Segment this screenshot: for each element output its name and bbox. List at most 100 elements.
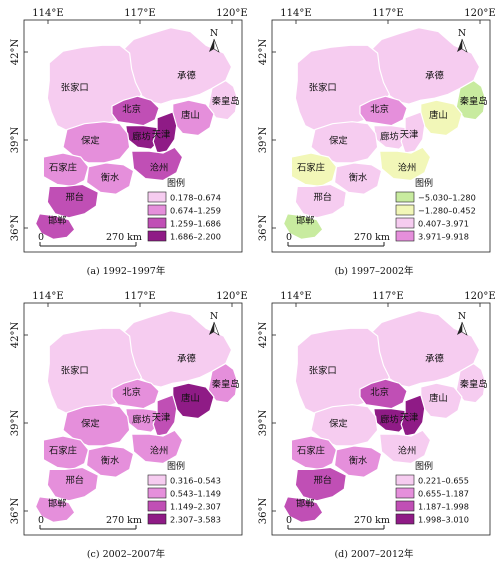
scale-zero: 0 <box>286 515 292 526</box>
scale-zero: 0 <box>286 232 292 243</box>
legend-swatch <box>147 191 167 203</box>
region-hs <box>333 162 383 195</box>
legend-label: 1.187–1.998 <box>418 502 469 512</box>
city-label-sjz: 石家庄 <box>297 445 325 457</box>
legend-label: −5.030–1.280 <box>418 193 476 203</box>
legend: 图例 0.221–0.655 0.655–1.187 1.187–1.998 1.998… <box>395 460 469 525</box>
legend-label: 3.971–9.918 <box>418 232 469 242</box>
city-label-tj: 天津 <box>152 129 171 140</box>
legend-swatch <box>395 513 415 525</box>
region-xt <box>294 466 347 502</box>
lon-label: 120°E <box>464 291 495 302</box>
legend-label: 1.149–2.307 <box>170 502 221 512</box>
region-cz <box>379 429 432 465</box>
legend: 图例 −5.030–1.280 −1.280–0.452 0.407–3.971 3.9… <box>395 177 476 242</box>
lon-label: 120°E <box>464 8 495 19</box>
legend-title: 图例 <box>415 460 433 472</box>
city-label-lf: 廊坊 <box>132 413 151 425</box>
lon-label: 120°E <box>216 291 247 302</box>
scale-km: 270 km <box>106 232 142 243</box>
region-bj <box>111 378 160 410</box>
lon-label: 117°E <box>124 291 155 302</box>
region-hd <box>282 496 324 523</box>
lat-label: 36°N <box>258 498 269 525</box>
lat-label: 36°N <box>10 498 21 525</box>
city-label-xt: 邢台 <box>65 474 84 486</box>
city-label-ts: 唐山 <box>429 392 448 404</box>
scale-bar: 0 270 km <box>286 515 390 530</box>
city-label-bd: 保定 <box>329 417 348 429</box>
city-label-zjk: 张家口 <box>61 81 89 93</box>
city-label-lf: 廊坊 <box>380 130 399 142</box>
scale-zero: 0 <box>38 515 44 526</box>
legend-label: 0.543–1.149 <box>170 489 221 499</box>
lat-label: 39°N <box>258 127 269 154</box>
city-label-hd: 邯郸 <box>296 498 315 510</box>
city-label-bj: 北京 <box>370 103 389 115</box>
lon-label: 114°E <box>32 291 63 302</box>
region-bj <box>359 95 408 127</box>
region-hs <box>333 445 383 478</box>
north-arrow-icon: N <box>457 28 468 53</box>
legend-label: 1.998–3.010 <box>418 515 469 525</box>
legend-label: 0.655–1.187 <box>418 489 469 499</box>
lat-label: 42°N <box>10 322 21 349</box>
legend-label: 0.221–0.655 <box>418 476 469 486</box>
legend-swatch <box>147 500 167 512</box>
legend-title: 图例 <box>415 177 433 189</box>
region-cz <box>379 146 432 182</box>
lon-label: 120°E <box>216 8 247 19</box>
lon-label: 117°E <box>124 8 155 19</box>
region-bj <box>359 378 408 410</box>
map-panel-d: 114°E 117°E 120°E 42°N 39°N 36°N 承德 张家口 北京 秦皇岛 唐山廊… <box>256 287 496 560</box>
legend-swatch <box>395 230 415 242</box>
legend-swatch <box>147 487 167 499</box>
city-label-ts: 唐山 <box>181 109 200 121</box>
scale-bar: 0 270 km <box>38 515 142 530</box>
city-label-qhd: 秦皇岛 <box>212 95 240 107</box>
city-label-hs: 衡水 <box>101 455 120 467</box>
city-label-sjz: 石家庄 <box>297 162 325 174</box>
city-label-hd: 邯郸 <box>296 215 315 227</box>
lon-label: 114°E <box>32 8 63 19</box>
region-hd <box>34 496 76 523</box>
legend-swatch <box>147 230 167 242</box>
map-panel-b: 114°E 117°E 120°E 42°N 39°N 36°N 承德 张家口 北京 秦皇岛 唐山廊… <box>256 4 496 277</box>
city-label-tj: 天津 <box>152 412 171 423</box>
region-sjz <box>42 435 90 470</box>
legend-label: 0.407–3.971 <box>418 219 469 229</box>
legend-label: 2.307–3.583 <box>170 515 221 525</box>
city-label-xt: 邢台 <box>313 474 332 486</box>
city-label-hs: 衡水 <box>349 172 368 184</box>
city-label-qhd: 秦皇岛 <box>460 378 488 390</box>
lon-label: 114°E <box>280 8 311 19</box>
region-hd <box>34 213 76 240</box>
map-panel-a: 114°E 117°E 120°E 42°N 39°N 36°N 承德 张家口 北京 秦皇岛 唐山廊… <box>8 4 248 277</box>
lat-label: 42°N <box>258 322 269 349</box>
panel-caption: (c) 2002–2007年 <box>86 549 166 560</box>
legend-label: −1.280–0.452 <box>418 206 476 216</box>
legend: 图例 0.316–0.543 0.543–1.149 1.149–2.307 2.307… <box>147 460 221 525</box>
city-label-cz: 沧州 <box>150 445 169 457</box>
city-label-zjk: 张家口 <box>309 364 337 376</box>
north-label: N <box>210 311 218 322</box>
region-bj <box>111 95 160 127</box>
city-label-sjz: 石家庄 <box>49 445 77 457</box>
lat-label: 39°N <box>258 410 269 437</box>
region-xt <box>294 183 347 219</box>
north-arrow-icon: N <box>457 311 468 336</box>
city-label-bj: 北京 <box>122 386 141 398</box>
city-label-ts: 唐山 <box>429 109 448 121</box>
scale-km: 270 km <box>354 515 390 526</box>
lon-label: 117°E <box>372 291 403 302</box>
city-label-lf: 廊坊 <box>380 413 399 425</box>
scale-km: 270 km <box>354 232 390 243</box>
panel-caption: (b) 1997–2002年 <box>334 266 414 277</box>
legend-swatch <box>395 217 415 229</box>
legend-swatch <box>147 217 167 229</box>
